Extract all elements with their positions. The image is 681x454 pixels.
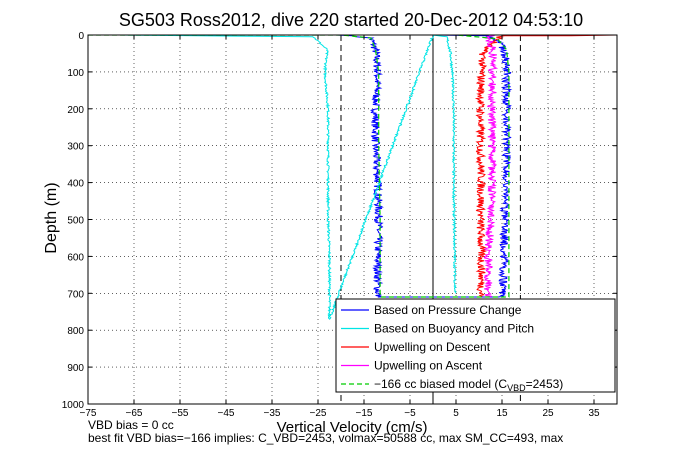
y-axis-label: Depth (m) <box>43 182 60 253</box>
chart-title: SG503 Ross2012, dive 220 started 20-Dec-… <box>119 10 583 30</box>
y-tick-label: 200 <box>67 105 84 116</box>
y-tick-label: 1000 <box>62 400 85 411</box>
x-tick-label: 25 <box>542 408 554 419</box>
legend-label: Based on Buoyancy and Pitch <box>374 322 534 336</box>
vbd-bias-note: VBD bias = 0 cc <box>88 418 174 432</box>
x-tick-label: 35 <box>588 408 600 419</box>
legend: Based on Pressure Change Based on Buoyanc… <box>335 298 616 393</box>
x-tick-label: −5 <box>404 408 416 419</box>
x-tick-label: −65 <box>126 408 143 419</box>
y-tick-label: 800 <box>67 326 84 337</box>
y-tick-label: 700 <box>67 289 84 300</box>
legend-label: Upwelling on Ascent <box>374 359 483 373</box>
legend-label: Based on Pressure Change <box>374 303 522 317</box>
legend-box <box>335 298 616 393</box>
y-tick-label: 300 <box>67 142 84 153</box>
y-tick-label: 900 <box>67 363 84 374</box>
series-line <box>474 35 617 298</box>
y-tick-label: 400 <box>67 179 84 190</box>
x-tick-label: −55 <box>172 408 189 419</box>
x-tick-label: −45 <box>218 408 235 419</box>
series-line <box>483 35 499 298</box>
x-tick-label: −35 <box>264 408 281 419</box>
x-axis-label: Vertical Velocity (cm/s) <box>277 419 428 436</box>
y-tick-label: 500 <box>67 216 84 227</box>
series-group <box>88 35 617 320</box>
legend-label: Upwelling on Descent <box>374 340 491 354</box>
y-tick-label: 600 <box>67 252 84 263</box>
y-tick-label: 100 <box>67 68 84 79</box>
x-tick-label: −25 <box>310 408 327 419</box>
x-tick-label: 15 <box>496 408 508 419</box>
y-tick-label: 0 <box>78 31 84 42</box>
legend-label: −166 cc biased model (CVBD=2453) <box>374 377 563 393</box>
series-line <box>88 35 457 320</box>
x-tick-label: −15 <box>356 408 373 419</box>
x-tick-label: 5 <box>453 408 459 419</box>
x-tick-label: −75 <box>80 408 97 419</box>
best-fit-note: best fit VBD bias=−166 implies: C_VBD=24… <box>88 431 564 445</box>
